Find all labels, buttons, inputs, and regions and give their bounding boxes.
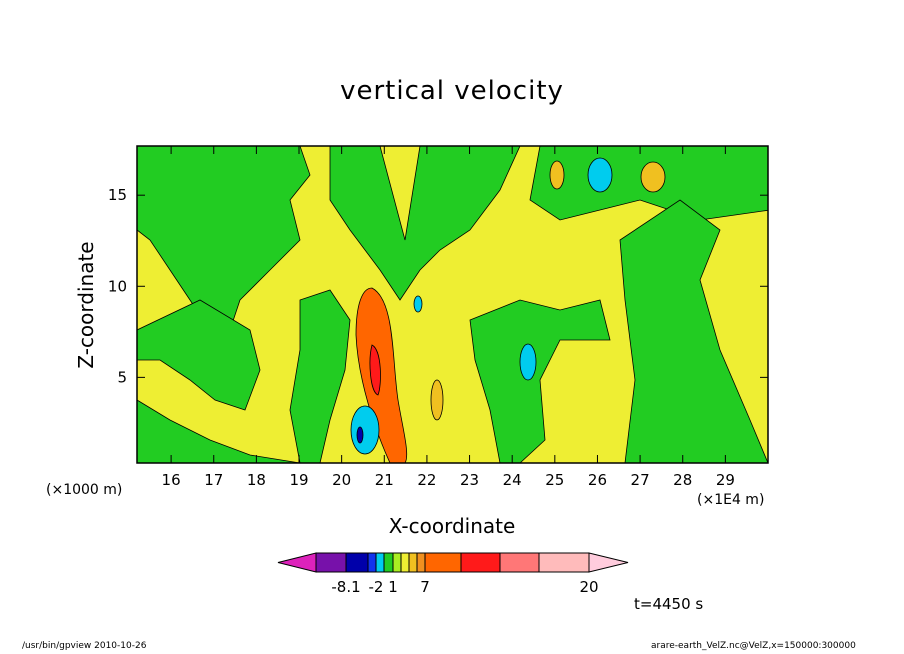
colorbar-segment: [315, 552, 347, 573]
orange-blob-upper-center: [549, 160, 565, 190]
cyan-blob-bottom: [350, 405, 380, 455]
x-tick-label: 26: [588, 471, 607, 489]
colorbar-left-arrow: [277, 552, 317, 573]
colorbar-segment: [375, 552, 385, 573]
chart-title: vertical velocity: [340, 76, 564, 106]
orange-core: [355, 287, 408, 463]
x-axis-ticks: 16 17 18 19 20 21 22 23 24 25 26 27 28 29: [162, 146, 735, 489]
x-axis-unit-right: (×1E4 m): [697, 492, 765, 508]
plot-frame: [136, 145, 769, 464]
x-axis-unit-left: (×1000 m): [46, 482, 123, 498]
green-region-left-upper: [137, 146, 311, 331]
red-core: [369, 344, 381, 396]
cyan-blob-small: [413, 295, 423, 313]
green-region-center: [289, 289, 351, 463]
colorbar-segment: [392, 552, 402, 573]
x-tick-label: 21: [375, 471, 394, 489]
green-region-center-right: [469, 299, 611, 463]
y-axis-ticks: 5 10 15: [108, 186, 768, 386]
x-tick-label: 23: [460, 471, 479, 489]
x-tick-label: 17: [204, 471, 223, 489]
colorbar-segment: [400, 552, 410, 573]
orange-blob-upper-right: [640, 161, 666, 193]
time-label: t=4450 s: [634, 595, 704, 613]
x-tick-label: 19: [289, 471, 308, 489]
footer-right: arare-earth_VelZ.nc@VelZ,x=150000:300000: [651, 641, 856, 651]
x-tick-label: 25: [545, 471, 564, 489]
x-tick-label: 27: [631, 471, 650, 489]
colorbar-segment: [383, 552, 394, 573]
cyan-blob-upper-right: [587, 157, 613, 193]
orange-blob-low-center: [430, 379, 444, 421]
contour-field: [137, 146, 768, 463]
colorbar-segment: [408, 552, 418, 573]
colorbar-label: 20: [579, 578, 598, 596]
colorbar-segment: [367, 552, 377, 573]
colorbar-segment: [416, 552, 426, 573]
colorbar-segment: [460, 552, 501, 573]
colorbar-segment: [499, 552, 540, 573]
green-region-left-bottom: [137, 399, 301, 463]
blue-blob-bottom: [356, 426, 364, 444]
green-region-left-band: [137, 299, 261, 411]
colorbar: -8.1 -2 1 7 20: [277, 552, 629, 596]
cyan-blob-middle: [519, 343, 537, 381]
footer-left: /usr/bin/gpview 2010-10-26: [22, 641, 147, 651]
x-tick-label: 20: [332, 471, 351, 489]
y-tick-label: 5: [117, 368, 127, 386]
colorbar-segment: [345, 552, 369, 573]
x-tick-label: 18: [247, 471, 266, 489]
x-tick-label: 16: [162, 471, 181, 489]
colorbar-right-arrow: [588, 552, 629, 573]
green-region-right-band: [619, 199, 768, 463]
y-tick-label: 15: [108, 186, 127, 204]
x-tick-label: 24: [503, 471, 522, 489]
colorbar-label: -8.1: [331, 578, 360, 596]
colorbar-segment: [538, 552, 590, 573]
y-tick-label: 10: [108, 277, 127, 295]
colorbar-label: 1: [388, 578, 398, 596]
y-axis-label: Z-coordinate: [74, 241, 98, 369]
x-tick-label: 22: [417, 471, 436, 489]
colorbar-label: 7: [420, 578, 430, 596]
green-region-center-top: [329, 146, 521, 301]
colorbar-segment: [424, 552, 462, 573]
x-tick-label: 29: [716, 471, 735, 489]
x-tick-label: 28: [673, 471, 692, 489]
x-axis-label: X-coordinate: [388, 514, 516, 538]
colorbar-label: -2: [369, 578, 384, 596]
